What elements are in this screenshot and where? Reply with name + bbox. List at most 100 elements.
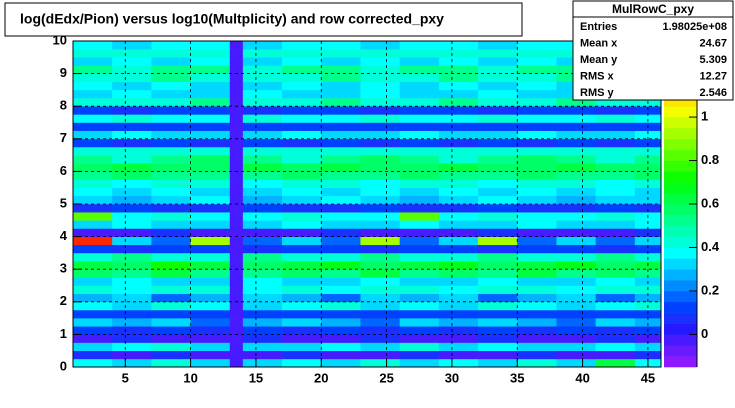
- cell: [229, 269, 244, 278]
- cell: [112, 326, 152, 335]
- cell: [151, 171, 191, 180]
- cell: [321, 293, 361, 303]
- cell: [556, 106, 596, 115]
- cell: [478, 106, 518, 115]
- cell: [73, 171, 113, 180]
- cell: [229, 244, 244, 254]
- cell: [360, 252, 400, 262]
- cell: [517, 318, 557, 327]
- cell: [595, 261, 636, 270]
- cell: [595, 204, 636, 213]
- cell: [73, 358, 113, 368]
- cell: [190, 114, 231, 123]
- cell: [634, 114, 662, 123]
- cell: [73, 244, 113, 254]
- cell: [112, 358, 152, 368]
- x-tick-label: 20: [314, 370, 328, 385]
- cell: [517, 187, 557, 197]
- cell: [112, 81, 152, 91]
- cell: [634, 269, 662, 278]
- cell: [556, 318, 596, 327]
- cell: [478, 179, 518, 188]
- cell: [438, 155, 479, 164]
- cell: [112, 220, 152, 229]
- cell: [190, 49, 231, 58]
- cell: [438, 334, 479, 343]
- cell: [242, 212, 283, 221]
- cell: [517, 220, 557, 229]
- cell: [151, 301, 191, 311]
- cell: [73, 293, 113, 303]
- cell: [517, 65, 557, 74]
- cell: [478, 228, 518, 237]
- cell: [229, 293, 244, 303]
- cell: [282, 285, 322, 294]
- y-tick-label: 0: [60, 358, 67, 373]
- cell: [321, 236, 361, 246]
- cell: [321, 179, 361, 188]
- cell: [399, 187, 440, 197]
- cell: [634, 220, 662, 229]
- cell: [399, 130, 440, 140]
- cell: [634, 106, 662, 115]
- cell: [190, 163, 231, 172]
- cell: [242, 269, 283, 278]
- cell: [478, 293, 518, 303]
- cell: [634, 179, 662, 188]
- cell: [556, 252, 596, 262]
- cell: [478, 204, 518, 213]
- cell: [517, 41, 557, 50]
- cell: [360, 81, 400, 91]
- cell: [229, 41, 244, 50]
- cell: [399, 244, 440, 254]
- cell: [112, 114, 152, 123]
- cell: [399, 293, 440, 303]
- palette-step: [664, 258, 697, 270]
- cell: [360, 309, 400, 319]
- cell: [73, 187, 113, 197]
- cell: [595, 195, 636, 205]
- cell: [595, 269, 636, 278]
- cell: [595, 285, 636, 294]
- cell: [112, 342, 152, 351]
- cell: [399, 212, 440, 221]
- cell: [242, 171, 283, 180]
- cell: [242, 334, 283, 343]
- cell: [595, 252, 636, 262]
- cell: [399, 342, 440, 351]
- cell: [399, 350, 440, 360]
- cell: [282, 49, 322, 58]
- cell: [438, 57, 479, 66]
- cell: [360, 155, 400, 164]
- cell: [634, 244, 662, 254]
- cell: [360, 163, 400, 172]
- x-tick-label: 25: [379, 370, 393, 385]
- cell: [517, 358, 557, 368]
- cell: [229, 57, 244, 66]
- cell: [321, 138, 361, 148]
- stat-value: 24.67: [699, 37, 727, 49]
- cell: [478, 122, 518, 131]
- cell: [190, 106, 231, 115]
- cell: [112, 130, 152, 140]
- cell: [73, 309, 113, 319]
- cell: [73, 204, 113, 213]
- cell: [478, 138, 518, 148]
- cell: [595, 146, 636, 156]
- palette-step: [664, 269, 697, 281]
- cell: [242, 309, 283, 319]
- palette-step: [664, 323, 697, 335]
- cell: [321, 89, 361, 99]
- cell: [73, 220, 113, 229]
- z-tick-label: 0.2: [701, 282, 719, 297]
- cell: [399, 57, 440, 66]
- cell: [399, 285, 440, 294]
- cell: [517, 350, 557, 360]
- cell: [517, 212, 557, 221]
- cell: [595, 236, 636, 246]
- cell: [595, 342, 636, 351]
- cell: [151, 358, 191, 368]
- cell: [360, 269, 400, 278]
